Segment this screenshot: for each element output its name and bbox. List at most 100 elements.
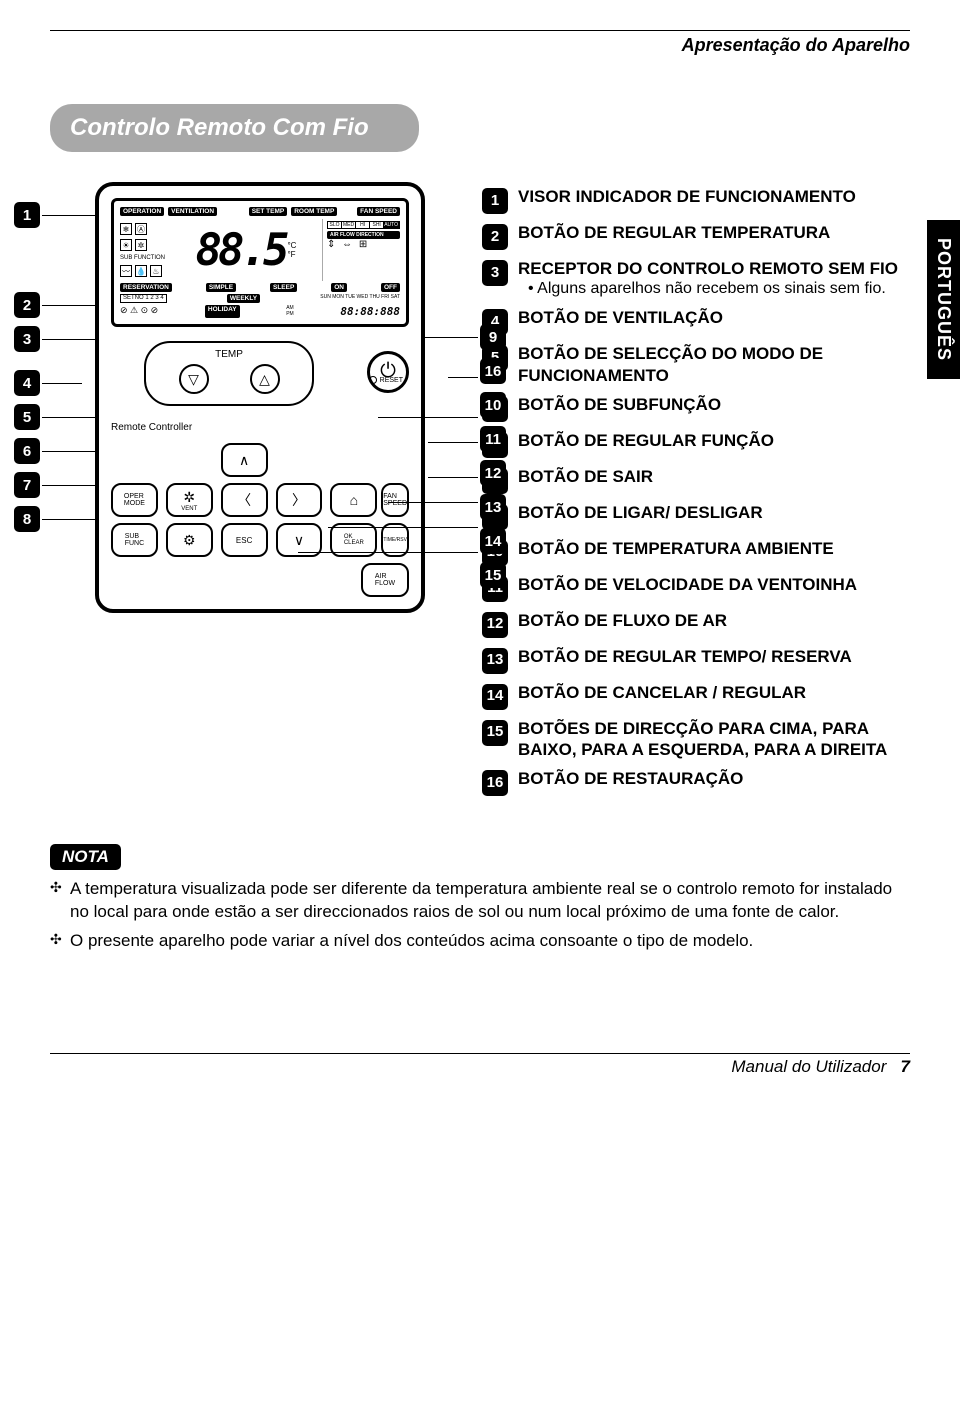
fan-slo: SLO [328, 222, 342, 228]
footer-text: Manual do Utilizador [731, 1057, 886, 1076]
misc-icons: ⊘ ⚠ ⊙ ⊘ [120, 305, 158, 318]
right-button[interactable]: 〉 [276, 483, 323, 517]
footer-page: 7 [901, 1057, 910, 1076]
fan-shi: SHI [370, 222, 384, 228]
lead-line [428, 442, 478, 443]
nota-p1: A temperatura visualizada pode ser difer… [50, 878, 910, 924]
callout-left-col: 1 2 3 4 5 6 7 8 [14, 202, 40, 532]
callout-1: 1 [14, 202, 40, 228]
desc-item-13: 13BOTÃO DE REGULAR TEMPO/ RESERVA [482, 646, 910, 674]
ampm-label: AM PM [286, 305, 294, 318]
desc-item-14: 14BOTÃO DE CANCELAR / REGULAR [482, 682, 910, 710]
up-button[interactable]: ∧ [221, 443, 268, 477]
airflow-label: AIR FLOW DIRECTION [327, 231, 400, 239]
callout-7: 7 [14, 472, 40, 498]
lcd-right-col: SLO MED HI SHI AUTO AIR FLOW DIRECTION ⇕… [322, 219, 400, 281]
lead-line [378, 417, 478, 418]
vent-button[interactable]: ✲VENT [166, 483, 213, 517]
callout-6: 6 [14, 438, 40, 464]
fan-speed-button[interactable]: FAN SPEED [381, 483, 409, 517]
callout-9: 9 [480, 324, 506, 350]
section-title-wrap: Controlo Remoto Com Fio [50, 104, 910, 152]
nota-block: NOTA A temperatura visualizada pode ser … [50, 844, 910, 953]
callout-2: 2 [14, 292, 40, 318]
air-flow-button[interactable]: AIR FLOW [361, 563, 409, 597]
home-button[interactable]: ⌂ [330, 483, 377, 517]
desc-item-1: 1VISOR INDICADOR DE FUNCIONAMENTO [482, 186, 910, 214]
fan-auto: AUTO [384, 222, 399, 228]
temp-pill: TEMP ▽ △ [144, 341, 314, 406]
sun-icon: ☀ [120, 239, 132, 251]
lcd-mode-icons: ☀ ✲ [120, 239, 170, 251]
temp-label: TEMP [158, 349, 300, 360]
fan-icon: ✲ [183, 489, 195, 506]
callout-4: 4 [14, 370, 40, 396]
desc-item-4: 4BOTÃO DE VENTILAÇÃO [482, 307, 910, 335]
callout-10: 10 [480, 392, 506, 418]
desc-item-3: 3RECEPTOR DO CONTROLO REMOTO SEM FIO• Al… [482, 258, 910, 299]
desc-list: 1VISOR INDICADOR DE FUNCIONAMENTO 2BOTÃO… [482, 186, 910, 796]
fan-med: MED [342, 222, 356, 228]
lead-line [448, 377, 478, 378]
setno-label: SETNO 1 2 3 4 [120, 294, 167, 303]
lcd-roomtemp: ROOM TEMP [291, 207, 337, 216]
remote-controller-label: Remote Controller [111, 422, 409, 433]
lcd-bot-row2: SETNO 1 2 3 4 WEEKLY SUN MON TUE WED THU… [120, 294, 400, 303]
lcd-value: 88.5 [196, 225, 286, 276]
lcd-digits: 88.5 °C °F [170, 219, 322, 281]
off-label: OFF [381, 283, 400, 292]
callout-11: 11 [480, 426, 506, 452]
desc-col: 1VISOR INDICADOR DE FUNCIONAMENTO 2BOTÃO… [482, 182, 910, 804]
heater-icon: ♨ [150, 265, 162, 277]
desc-item-7: 7BOTÃO DE REGULAR FUNÇÃO [482, 430, 910, 458]
weekly-label: WEEKLY [227, 294, 260, 303]
desc-item-12: 12BOTÃO DE FLUXO DE AR [482, 610, 910, 638]
lcd-bot-row: RESERVATION SIMPLE SLEEP ON OFF [120, 283, 400, 292]
lcd-fanspeed: FAN SPEED [357, 207, 400, 216]
fan-level-bar: SLO MED HI SHI AUTO [327, 221, 400, 229]
callout-12: 12 [480, 460, 506, 486]
clock-display: 88:88:888 [340, 305, 400, 318]
settings-button[interactable]: ⚙ [166, 523, 213, 557]
header-rule [50, 30, 910, 31]
fan-hi: HI [356, 222, 370, 228]
temp-up-button[interactable]: △ [250, 364, 280, 394]
esc-button[interactable]: ESC [221, 523, 268, 557]
footer: Manual do Utilizador 7 [50, 1053, 910, 1077]
left-button[interactable]: 〈 [221, 483, 268, 517]
lead-line [42, 215, 102, 216]
sub-func-button[interactable]: SUB FUNC [111, 523, 158, 557]
callout-5: 5 [14, 404, 40, 430]
lead-line [298, 552, 478, 553]
lead-line [328, 527, 478, 528]
remote-col: 1 2 3 4 5 6 7 8 OPERATION VENTILATION [50, 182, 470, 613]
unit-c: °C [287, 241, 296, 250]
lcd-settemp: SET TEMP [249, 207, 288, 216]
gear-icon: ⚙ [183, 532, 196, 549]
desc-item-11: 11BOTÃO DE VELOCIDADE DA VENTOINHA [482, 574, 910, 602]
nota-label: NOTA [50, 844, 121, 870]
temp-down-button[interactable]: ▽ [179, 364, 209, 394]
simple-label: SIMPLE [206, 283, 236, 292]
subfunction-label: SUB FUNCTION [120, 255, 170, 261]
lcd-operation: OPERATION [120, 207, 164, 216]
lcd-top-row: OPERATION VENTILATION SET TEMP ROOM TEMP… [120, 207, 400, 216]
callout-8: 8 [14, 506, 40, 532]
power-button[interactable]: ⏻ [367, 351, 409, 393]
lead-line [424, 337, 478, 338]
desc-item-5: 5BOTÃO DE SELECÇÃO DO MODO DE FUNCIONAME… [482, 343, 910, 386]
dehumid-icon: 💧 [135, 265, 147, 277]
wave-icon: 〰 [120, 265, 132, 277]
lcd-panel: OPERATION VENTILATION SET TEMP ROOM TEMP… [111, 198, 409, 327]
unit-f: °F [287, 250, 296, 259]
doc-header: Apresentação do Aparelho [50, 35, 910, 56]
language-side-tab: PORTUGUÊS [927, 220, 960, 379]
lcd-ventilation: VENTILATION [168, 207, 217, 216]
oper-mode-button[interactable]: OPER MODE [111, 483, 158, 517]
snowflake-icon: ❄ [120, 223, 132, 235]
reset-label: RESET [369, 376, 403, 384]
lcd-sub-icons: 〰 💧 ♨ [120, 265, 170, 277]
main-row: 1 2 3 4 5 6 7 8 OPERATION VENTILATION [50, 182, 910, 804]
lead-line [42, 383, 82, 384]
callout-13: 13 [480, 494, 506, 520]
